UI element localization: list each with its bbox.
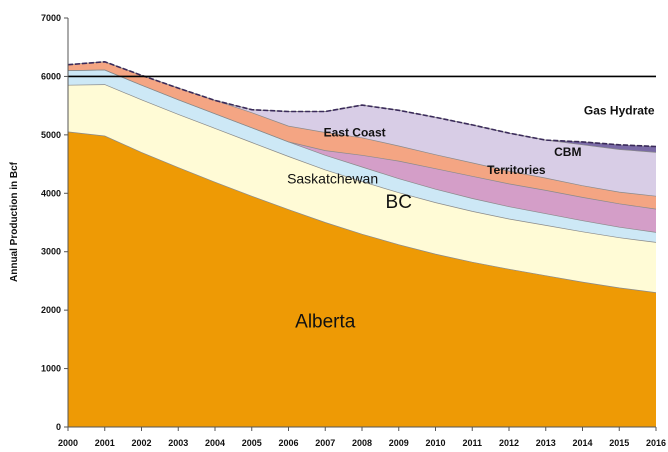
area-layers xyxy=(68,61,656,427)
area-east-coast xyxy=(68,61,656,210)
y-axis-label: Annual Production in Bcf xyxy=(9,161,20,282)
outline-bc xyxy=(67,84,657,243)
label-saskatchewan: Saskatchewan xyxy=(287,170,378,186)
x-tick-label: 2000 xyxy=(58,438,78,448)
x-tick-label: 2016 xyxy=(646,438,666,448)
y-tick-label: 2000 xyxy=(41,305,61,315)
x-tick-label: 2011 xyxy=(462,438,482,448)
x-tick-label: 2010 xyxy=(425,438,445,448)
series-labels: Alberta BC Saskatchewan Territories East Coa… xyxy=(287,103,655,332)
x-tick-label: 2001 xyxy=(95,438,115,448)
y-tick-label: 7000 xyxy=(41,13,61,23)
label-territories: Territories xyxy=(487,163,546,177)
label-gas-hydrate: Gas Hydrate xyxy=(584,103,655,117)
outline-territories xyxy=(67,69,657,210)
label-alberta: Alberta xyxy=(295,312,356,333)
outline-total xyxy=(67,60,657,148)
label-cbm: CBM xyxy=(554,145,581,159)
x-tick-label: 2005 xyxy=(242,438,262,448)
x-tick-label: 2015 xyxy=(609,438,629,448)
area-saskatchewan xyxy=(68,70,656,243)
y-tick-label: 1000 xyxy=(41,364,61,374)
area-bc xyxy=(68,84,656,293)
x-tick-label: 2014 xyxy=(572,438,592,448)
label-bc: BC xyxy=(386,192,412,213)
x-tick-label: 2003 xyxy=(168,438,188,448)
x-ticks: 2000 2001 2002 2003 2004 2005 2006 2007 2008 2009… xyxy=(58,427,666,448)
x-tick-label: 2006 xyxy=(278,438,298,448)
x-tick-label: 2013 xyxy=(536,438,556,448)
x-tick-label: 2002 xyxy=(131,438,151,448)
area-cbm xyxy=(68,61,656,197)
y-tick-label: 5000 xyxy=(41,130,61,140)
y-tick-label: 3000 xyxy=(41,247,61,257)
x-tick-label: 2004 xyxy=(205,438,225,448)
x-tick-label: 2007 xyxy=(315,438,335,448)
x-tick-label: 2012 xyxy=(499,438,519,448)
x-tick-label: 2008 xyxy=(352,438,372,448)
y-ticks: 0 1000 2000 3000 4000 5000 6000 7000 xyxy=(41,13,68,432)
y-tick-label: 4000 xyxy=(41,188,61,198)
label-east-coast: East Coast xyxy=(324,126,386,140)
x-tick-label: 2009 xyxy=(389,438,409,448)
area-territories xyxy=(68,70,656,233)
area-alberta xyxy=(68,131,656,427)
y-tick-label: 0 xyxy=(56,422,61,432)
y-tick-label: 6000 xyxy=(41,71,61,81)
outline-alberta xyxy=(67,131,657,293)
series-outlines xyxy=(67,60,657,293)
